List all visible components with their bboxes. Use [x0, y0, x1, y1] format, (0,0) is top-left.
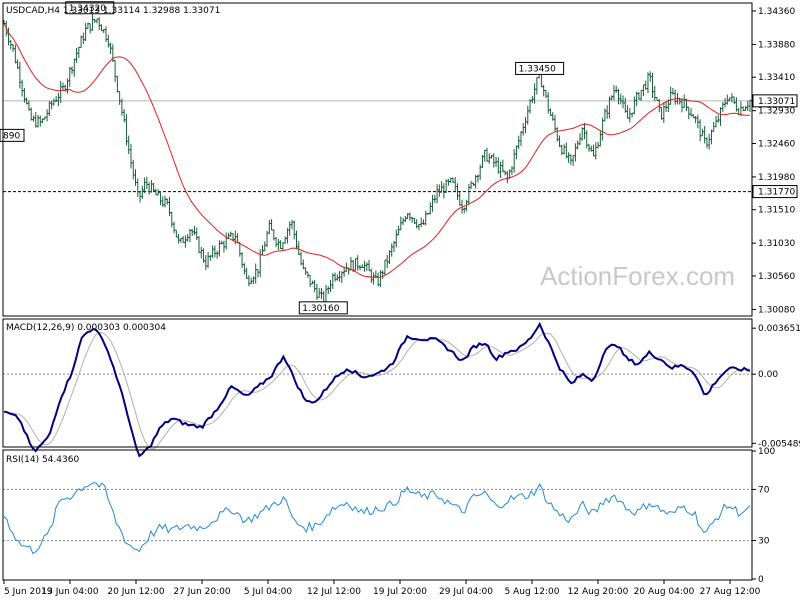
price-tick-label: 1.34360 — [758, 7, 795, 17]
x-tick-label: 5 Jun 2019 — [4, 587, 53, 597]
price-annotation-box — [298, 301, 348, 315]
x-tick-label: 13 Jun 04:00 — [41, 587, 98, 597]
macd-tick-label: 0.00 — [758, 370, 778, 380]
price-annotation-label: 1.30160 — [302, 304, 339, 314]
level-label: 1.31770 — [758, 188, 795, 198]
price-annotation-box — [0, 128, 25, 142]
price-annotation-label: 1.33450 — [519, 64, 556, 74]
price-tick-label: 1.33880 — [758, 40, 795, 50]
rsi-tick-label: 30 — [758, 537, 770, 547]
x-tick-label: 5 Jul 04:00 — [244, 587, 293, 597]
price-frame — [2, 2, 753, 317]
price-tick-label: 1.31030 — [758, 239, 795, 249]
x-tick-label: 19 Jul 20:00 — [373, 587, 427, 597]
price-panel: 1.34320 1.33450 1.30160 890 — [0, 1, 752, 315]
x-tick-label: 29 Jul 04:00 — [439, 587, 493, 597]
axis-layer: 1.34360 1.33880 1.33410 1.32930 1.32460 1.319… — [3, 7, 800, 597]
rsi-line — [3, 482, 751, 555]
rsi-tick-label: 0 — [758, 575, 764, 585]
rsi-label: RSI(14) 54.4360 — [6, 455, 79, 465]
x-tick-label: 27 Aug 12:00 — [700, 587, 761, 597]
x-tick-label: 5 Aug 12:00 — [505, 587, 560, 597]
price-tick-label: 1.31980 — [758, 173, 795, 183]
price-tick-label: 1.31510 — [758, 206, 795, 216]
macd-tick-label: 0.003651 — [758, 324, 800, 334]
price-annotation-label: 1.34320 — [69, 4, 106, 14]
watermark: ActionForex.com — [540, 261, 735, 291]
moving-average-line — [3, 23, 751, 278]
x-tick-label: 20 Jun 12:00 — [107, 587, 164, 597]
price-tick-label: 1.30560 — [758, 272, 795, 282]
rsi-panel — [3, 482, 752, 555]
macd-frame — [2, 318, 753, 448]
rsi-frame — [2, 449, 753, 581]
price-tick-label: 1.33410 — [758, 73, 795, 83]
macd-panel — [3, 321, 752, 458]
level-box — [752, 185, 798, 199]
rsi-tick-label: 70 — [758, 485, 770, 495]
x-tick-label: 20 Aug 04:00 — [634, 587, 695, 597]
current-price-label: 1.33071 — [758, 97, 795, 107]
price-annotation-label: 890 — [3, 131, 20, 141]
rsi-tick-label: 100 — [758, 447, 775, 457]
macd-label: MACD(12,26,9) 0.000303 0.000304 — [6, 323, 166, 333]
macd-tick-label: -0.005489 — [758, 439, 800, 449]
price-tick-label: 1.30080 — [758, 305, 795, 315]
current-price-box — [752, 94, 798, 108]
macd-line — [3, 321, 751, 458]
price-tick-label: 1.32460 — [758, 139, 795, 149]
x-tick-label: 12 Jul 12:00 — [307, 587, 361, 597]
x-tick-label: 27 Jun 20:00 — [173, 587, 230, 597]
symbol-label: USDCAD,H4 1.33013 1.33114 1.32988 1.3307… — [6, 6, 220, 16]
x-tick-label: 12 Aug 20:00 — [568, 587, 629, 597]
price-tick-label: 1.32930 — [758, 107, 795, 117]
price-annotation-box — [65, 1, 115, 15]
price-annotation-box — [515, 61, 565, 75]
macd-signal-line — [3, 332, 751, 450]
